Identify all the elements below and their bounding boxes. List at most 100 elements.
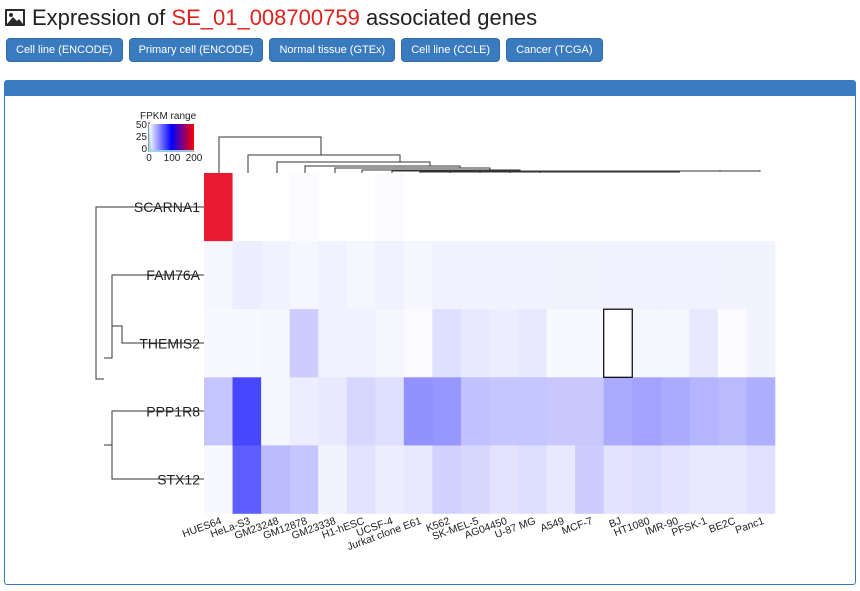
heatmap-cell[interactable] (575, 241, 604, 310)
heatmap-cell[interactable] (632, 173, 662, 242)
heatmap-cell[interactable] (261, 377, 290, 446)
heatmap-cell[interactable] (232, 445, 262, 514)
heatmap-cell[interactable] (346, 173, 376, 242)
heatmap-cell[interactable] (289, 445, 319, 514)
heatmap-cell[interactable] (489, 309, 519, 378)
heatmap-cell[interactable] (546, 445, 576, 514)
heatmap-cell[interactable] (660, 173, 690, 242)
heatmap-cell[interactable] (689, 173, 719, 242)
primary-cell-encode-button[interactable]: Primary cell (ENCODE) (128, 38, 264, 62)
heatmap-cell[interactable] (689, 445, 719, 514)
heatmap-cell[interactable] (603, 173, 633, 242)
heatmap-cell[interactable] (518, 445, 547, 514)
heatmap-cell[interactable] (660, 377, 690, 446)
heatmap-cell[interactable] (546, 309, 576, 378)
heatmap-cell[interactable] (261, 445, 290, 514)
cell-line-ccle-button[interactable]: Cell line (CCLE) (401, 38, 501, 62)
heatmap-cell[interactable] (717, 309, 747, 378)
heatmap-cell[interactable] (717, 173, 747, 242)
heatmap-cell[interactable] (689, 377, 719, 446)
heatmap-cell[interactable] (318, 241, 348, 310)
heatmap-cell[interactable] (632, 377, 662, 446)
heatmap-cell[interactable] (632, 241, 662, 310)
heatmap-cell[interactable] (289, 309, 319, 378)
heatmap-cell[interactable] (204, 377, 233, 446)
heatmap-cell[interactable] (460, 173, 490, 242)
heatmap-cell[interactable] (204, 241, 233, 310)
heatmap-cell[interactable] (632, 309, 662, 378)
heatmap-cell[interactable] (232, 241, 262, 310)
heatmap-cell[interactable] (261, 241, 290, 310)
heatmap-cell[interactable] (403, 173, 433, 242)
heatmap-cell[interactable] (432, 241, 462, 310)
heatmap-cell[interactable] (660, 241, 690, 310)
heatmap-cell[interactable] (575, 445, 604, 514)
heatmap-cell[interactable] (518, 377, 547, 446)
heatmap-cell[interactable] (460, 445, 490, 514)
heatmap-cell[interactable] (689, 241, 719, 310)
heatmap-cell[interactable] (432, 173, 462, 242)
heatmap-cell[interactable] (403, 241, 433, 310)
heatmap-cell[interactable] (375, 445, 405, 514)
cancer-tcga-button[interactable]: Cancer (TCGA) (506, 38, 603, 62)
heatmap-cell[interactable] (232, 173, 262, 242)
heatmap-cell[interactable] (375, 241, 405, 310)
heatmap-cell[interactable] (460, 377, 490, 446)
heatmap-cell[interactable] (318, 377, 348, 446)
heatmap-cell[interactable] (518, 173, 547, 242)
heatmap-cell[interactable] (432, 309, 462, 378)
heatmap-cell[interactable] (261, 309, 290, 378)
heatmap-cell[interactable] (603, 445, 633, 514)
heatmap-cell[interactable] (717, 445, 747, 514)
heatmap-cell[interactable] (546, 241, 576, 310)
heatmap-cell[interactable] (546, 173, 576, 242)
heatmap-cell[interactable] (717, 241, 747, 310)
normal-tissue-gtex-button[interactable]: Normal tissue (GTEx) (269, 38, 396, 62)
heatmap-cell[interactable] (232, 309, 262, 378)
heatmap-cell[interactable] (746, 377, 776, 446)
heatmap-cell[interactable] (489, 377, 519, 446)
heatmap-cell[interactable] (632, 445, 662, 514)
heatmap-cell[interactable] (346, 377, 376, 446)
heatmap-cell[interactable] (375, 173, 405, 242)
heatmap-cell[interactable] (746, 309, 776, 378)
heatmap-cell[interactable] (660, 309, 690, 378)
heatmap-cell[interactable] (746, 445, 776, 514)
heatmap-cell[interactable] (489, 241, 519, 310)
heatmap-cell[interactable] (489, 173, 519, 242)
heatmap-cell[interactable] (518, 309, 547, 378)
heatmap-cell[interactable] (575, 377, 604, 446)
heatmap-cell[interactable] (318, 445, 348, 514)
heatmap-cell[interactable] (518, 241, 547, 310)
heatmap-cell[interactable] (346, 309, 376, 378)
heatmap-cell[interactable] (746, 241, 776, 310)
heatmap-cell[interactable] (318, 173, 348, 242)
heatmap-cell[interactable] (403, 377, 433, 446)
heatmap-cell[interactable] (432, 377, 462, 446)
heatmap-cell[interactable] (689, 309, 719, 378)
heatmap-cell[interactable] (232, 377, 262, 446)
heatmap-cell[interactable] (346, 241, 376, 310)
heatmap-cell[interactable] (432, 445, 462, 514)
heatmap-cell[interactable] (346, 445, 376, 514)
heatmap-cell[interactable] (289, 173, 319, 242)
heatmap-cell[interactable] (546, 377, 576, 446)
heatmap-cell[interactable] (375, 309, 405, 378)
heatmap-cell[interactable] (204, 173, 233, 242)
heatmap-cell[interactable] (575, 173, 604, 242)
heatmap-cell[interactable] (204, 309, 233, 378)
heatmap-cell[interactable] (603, 241, 633, 310)
heatmap-cell[interactable] (460, 241, 490, 310)
heatmap-cell[interactable] (289, 241, 319, 310)
heatmap-cell[interactable] (403, 445, 433, 514)
heatmap-cell[interactable] (403, 309, 433, 378)
heatmap-cell[interactable] (261, 173, 290, 242)
heatmap-cell[interactable] (289, 377, 319, 446)
heatmap-cell[interactable] (375, 377, 405, 446)
cell-line-encode-button[interactable]: Cell line (ENCODE) (6, 38, 123, 62)
heatmap-cell[interactable] (717, 377, 747, 446)
heatmap-cell[interactable] (575, 309, 604, 378)
heatmap-cell[interactable] (204, 445, 233, 514)
heatmap-cell[interactable] (603, 309, 633, 378)
heatmap-cell[interactable] (489, 445, 519, 514)
